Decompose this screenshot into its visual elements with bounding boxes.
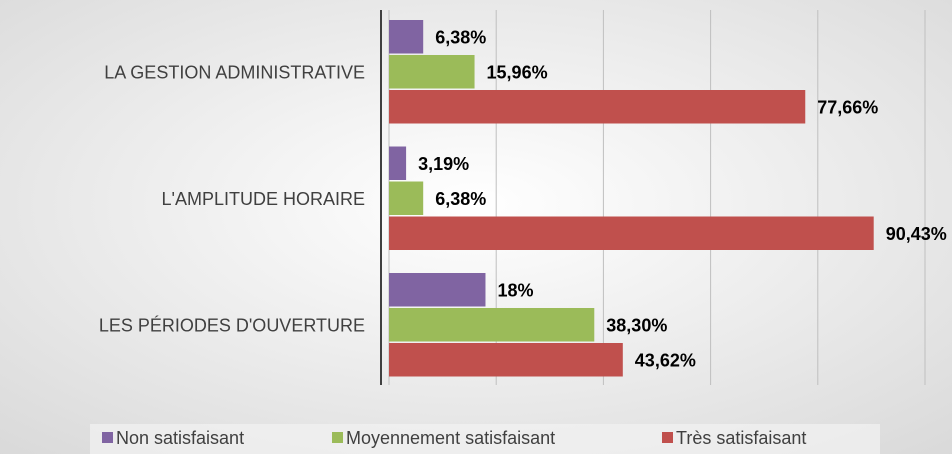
bar [389,146,407,180]
data-label: 15,96% [487,63,548,83]
data-label: 43,62% [635,351,696,371]
data-label: 6,38% [435,189,486,209]
bar [389,308,595,342]
category-label: LA GESTION ADMINISTRATIVE [104,62,365,82]
bar [389,20,424,54]
data-label: 18% [497,281,533,301]
bar [389,181,424,215]
data-label: 90,43% [886,224,947,244]
bar [389,216,874,250]
legend-label: Moyennement satisfaisant [346,428,555,448]
bar [389,343,623,377]
data-label: 6,38% [435,28,486,48]
category-label: L'AMPLITUDE HORAIRE [162,189,365,209]
category-label: LES PÉRIODES D'OUVERTURE [99,315,365,335]
legend-box [90,424,880,454]
data-label: 77,66% [817,98,878,118]
legend-swatch [332,432,343,443]
bar [389,55,475,89]
legend-swatch [662,432,673,443]
legend-label: Très satisfaisant [676,428,806,448]
bar [389,90,806,124]
legend-swatch [102,432,113,443]
legend-label: Non satisfaisant [116,428,244,448]
data-label: 38,30% [606,316,667,336]
bar [389,273,486,307]
data-label: 3,19% [418,154,469,174]
